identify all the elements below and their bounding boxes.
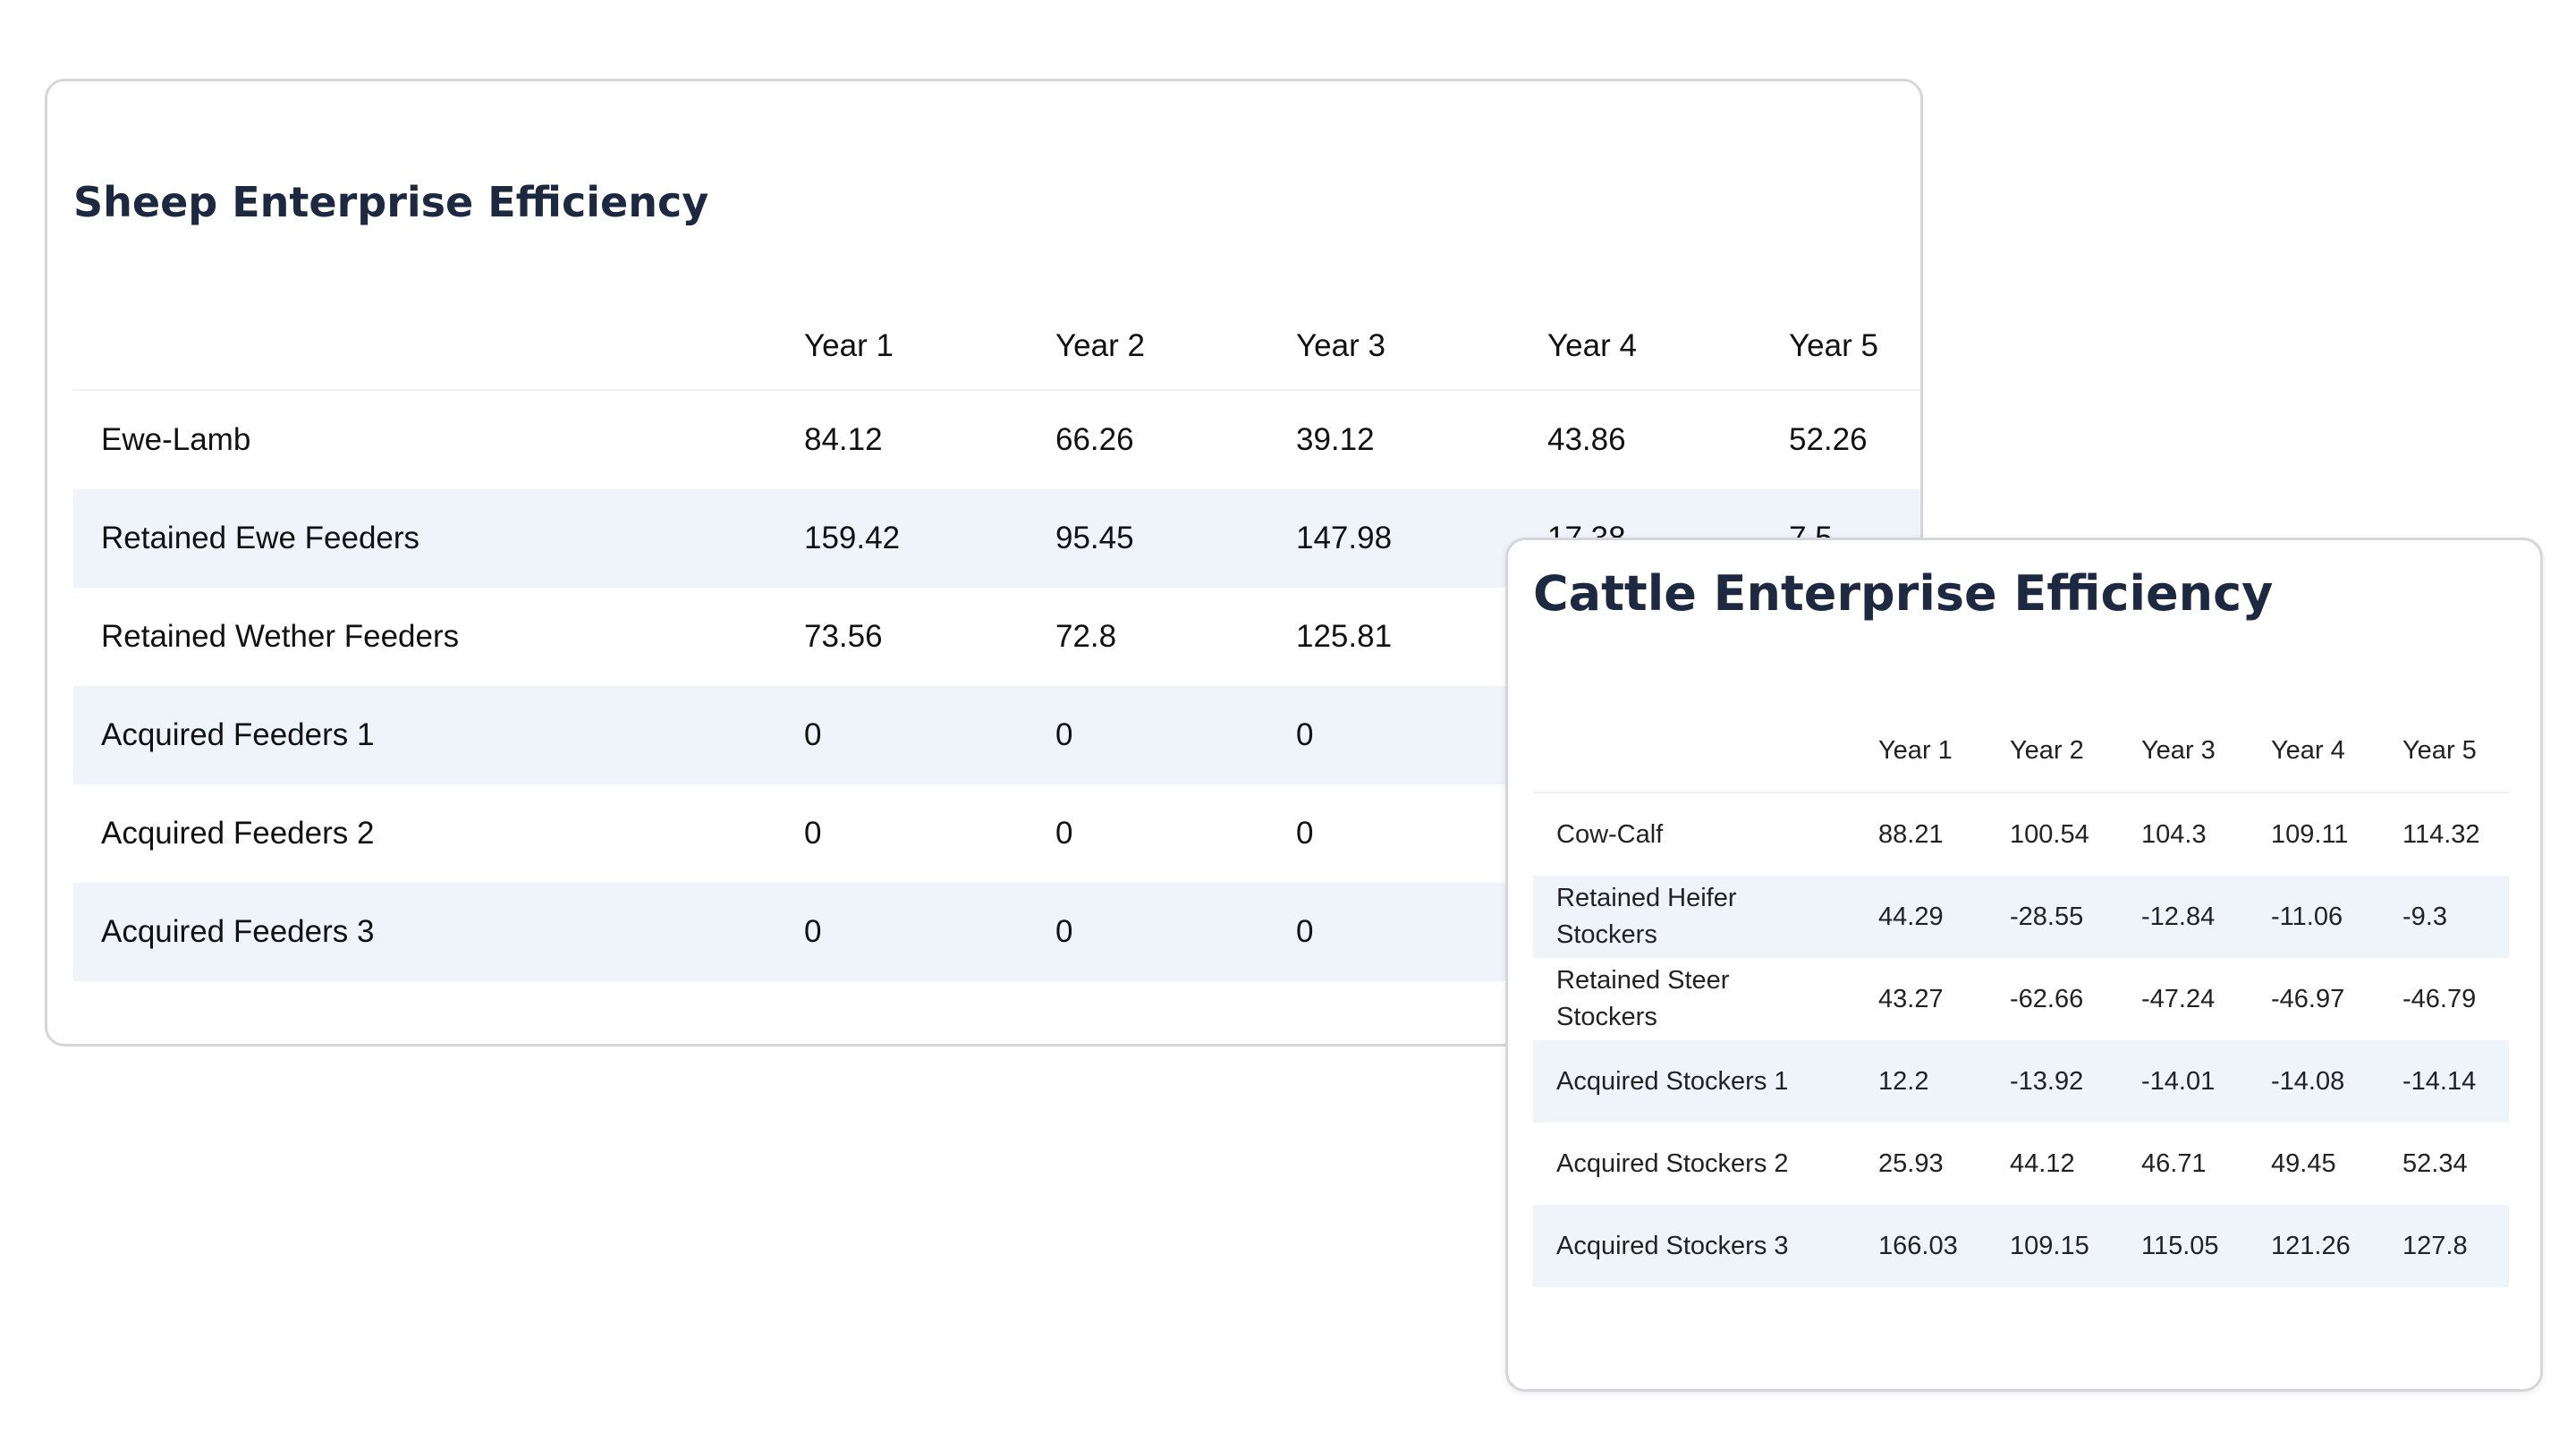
value-cell: -46.79 [2402, 984, 2477, 1013]
column-header: Year 4 [2271, 709, 2402, 793]
sheep-card: Sheep Enterprise Efficiency Year 1 Year 2… [45, 79, 1923, 1046]
value-cell: 95.45 [1055, 489, 1296, 588]
table-row: Retained Steer Stockers 43.27 -62.66 -47.24… [1533, 958, 2509, 1040]
table-row: Cow-Calf 88.21 100.54 104.3 109.11 114.32 [1533, 792, 2509, 876]
value-cell: -28.55 [2010, 876, 2141, 958]
value-cell: -62.66 [2010, 984, 2084, 1013]
value-cell: 46.71 [2141, 1148, 2207, 1178]
column-header: Year 5 [2402, 709, 2509, 793]
column-header: Year 1 [1878, 709, 2010, 793]
row-label: Acquired Feeders 3 [73, 883, 804, 981]
value-cell: 121.26 [2271, 1205, 2402, 1287]
column-header: Year 5 [1789, 303, 1920, 391]
column-header: Year 1 [804, 303, 1055, 391]
value-cell: 52.34 [2402, 1148, 2468, 1178]
value-cell: 166.03 [1878, 1205, 2010, 1287]
header-cell [73, 303, 804, 391]
value-cell: -14.08 [2271, 1040, 2402, 1123]
table-row: Ewe-Lamb 84.12 66.26 39.12 43.86 52.26 [73, 390, 1920, 489]
value-cell: 104.3 [2141, 819, 2207, 849]
value-cell: 84.12 [804, 422, 883, 457]
value-cell: 43.86 [1547, 422, 1626, 457]
header-cell [1533, 709, 1878, 793]
value-cell: 100.54 [2010, 819, 2089, 849]
card-title: Sheep Enterprise Efficiency [73, 178, 709, 226]
value-cell: 0 [1055, 883, 1296, 981]
value-cell: 72.8 [1055, 619, 1117, 654]
value-cell: 114.32 [2402, 819, 2480, 849]
value-cell: 88.21 [1878, 819, 1944, 849]
value-cell: 159.42 [804, 489, 1055, 588]
row-label: Retained Heifer Stockers [1533, 876, 1878, 958]
value-cell: 127.8 [2402, 1205, 2509, 1287]
column-header: Year 4 [1547, 303, 1789, 391]
value-cell: 0 [1296, 816, 1314, 851]
row-label: Acquired Feeders 1 [73, 686, 804, 784]
row-label: Ewe-Lamb [101, 422, 251, 457]
table-row: Acquired Stockers 2 25.93 44.12 46.71 49.45 5… [1533, 1123, 2509, 1205]
table-row: Retained Heifer Stockers 44.29 -28.55 -12.8… [1533, 876, 2509, 958]
value-cell: 0 [1055, 686, 1296, 784]
row-label: Retained Steer Stockers [1556, 966, 1730, 1031]
sheep-table: Year 1 Year 2 Year 3 Year 4 Year 5 Ewe-Lamb 84… [73, 303, 1920, 981]
column-header: Year 3 [2141, 709, 2271, 793]
value-cell: 66.26 [1055, 422, 1134, 457]
column-header: Year 2 [1055, 303, 1296, 391]
column-header: Year 2 [2010, 709, 2141, 793]
value-cell: 44.29 [1878, 876, 2010, 958]
value-cell: 125.81 [1296, 619, 1393, 654]
row-label: Retained Ewe Feeders [73, 489, 804, 588]
table-row: Acquired Stockers 1 12.2 -13.92 -14.01 -14.0… [1533, 1040, 2509, 1123]
value-cell: 44.12 [2010, 1148, 2075, 1178]
value-cell: 115.05 [2141, 1205, 2271, 1287]
cattle-table: Year 1 Year 2 Year 3 Year 4 Year 5 Cow-Calf 88… [1533, 709, 2509, 1287]
value-cell: 0 [804, 686, 1055, 784]
table-row: Retained Wether Feeders 73.56 72.8 125.81 [73, 588, 1920, 686]
value-cell: 109.15 [2010, 1205, 2141, 1287]
value-cell: 43.27 [1878, 984, 1944, 1013]
value-cell: 12.2 [1878, 1040, 2010, 1123]
row-label: Acquired Stockers 3 [1533, 1205, 1878, 1287]
value-cell: -46.97 [2271, 984, 2345, 1013]
table-row: Acquired Feeders 2 0 0 0 [73, 784, 1920, 883]
value-cell: -47.24 [2141, 984, 2216, 1013]
table-row: Acquired Stockers 3 166.03 109.15 115.05 121… [1533, 1205, 2509, 1287]
column-header: Year 3 [1296, 303, 1547, 391]
value-cell: 0 [804, 816, 822, 851]
value-cell: 39.12 [1296, 422, 1375, 457]
value-cell: -14.14 [2402, 1040, 2509, 1123]
value-cell: 73.56 [804, 619, 883, 654]
value-cell: -14.01 [2141, 1040, 2271, 1123]
row-label: Acquired Stockers 1 [1533, 1040, 1878, 1123]
value-cell: 25.93 [1878, 1148, 1944, 1178]
value-cell: 0 [804, 883, 1055, 981]
value-cell: -12.84 [2141, 876, 2271, 958]
value-cell: 49.45 [2271, 1148, 2336, 1178]
value-cell: 0 [1055, 816, 1073, 851]
value-cell: 109.11 [2271, 819, 2349, 849]
value-cell: -13.92 [2010, 1040, 2141, 1123]
row-label: Acquired Feeders 2 [101, 816, 375, 851]
row-label: Acquired Stockers 2 [1556, 1148, 1789, 1178]
card-title: Cattle Enterprise Efficiency [1533, 565, 2274, 622]
value-cell: -11.06 [2271, 876, 2402, 958]
value-cell: -9.3 [2402, 876, 2509, 958]
row-label: Retained Wether Feeders [101, 619, 460, 654]
row-label: Cow-Calf [1556, 819, 1664, 849]
value-cell: 52.26 [1789, 422, 1868, 457]
cattle-card: Cattle Enterprise Efficiency Year 1 Year … [1505, 538, 2543, 1392]
